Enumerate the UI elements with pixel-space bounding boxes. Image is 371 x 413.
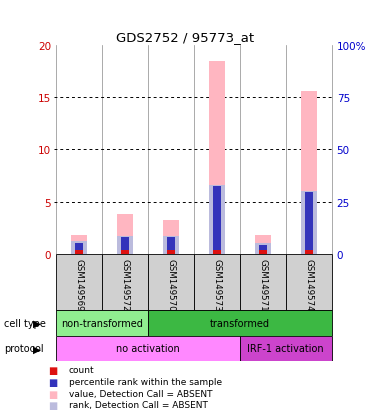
Bar bbox=[102, 254, 148, 310]
Text: GDS2752 / 95773_at: GDS2752 / 95773_at bbox=[116, 31, 255, 44]
Bar bbox=[75, 243, 83, 254]
Text: GSM149572: GSM149572 bbox=[121, 259, 129, 311]
Text: value, Detection Call = ABSENT: value, Detection Call = ABSENT bbox=[69, 389, 212, 398]
Bar bbox=[167, 251, 175, 254]
Bar bbox=[240, 254, 286, 310]
Bar bbox=[209, 185, 225, 254]
Bar bbox=[255, 243, 271, 254]
Bar bbox=[259, 251, 267, 254]
Bar bbox=[259, 245, 267, 254]
Bar bbox=[286, 254, 332, 310]
Bar bbox=[255, 236, 271, 254]
Text: non-transformed: non-transformed bbox=[61, 318, 143, 328]
Bar bbox=[305, 193, 313, 254]
Bar bbox=[213, 251, 221, 254]
Text: percentile rank within the sample: percentile rank within the sample bbox=[69, 377, 222, 386]
Text: ■: ■ bbox=[48, 366, 58, 375]
Text: no activation: no activation bbox=[116, 344, 180, 354]
Text: GSM149569: GSM149569 bbox=[75, 259, 83, 311]
Text: ■: ■ bbox=[48, 400, 58, 410]
Text: GSM149573: GSM149573 bbox=[212, 259, 221, 311]
Text: IRF-1 activation: IRF-1 activation bbox=[247, 344, 324, 354]
Bar bbox=[71, 241, 87, 254]
Text: count: count bbox=[69, 366, 94, 375]
Bar bbox=[163, 220, 179, 254]
Bar bbox=[117, 215, 133, 254]
Bar bbox=[148, 310, 332, 336]
Text: rank, Detection Call = ABSENT: rank, Detection Call = ABSENT bbox=[69, 400, 207, 409]
Text: ■: ■ bbox=[48, 377, 58, 387]
Bar bbox=[75, 251, 83, 254]
Text: protocol: protocol bbox=[4, 344, 43, 354]
Bar bbox=[121, 251, 129, 254]
Text: GSM149571: GSM149571 bbox=[258, 259, 267, 311]
Bar bbox=[301, 191, 317, 254]
Text: cell type: cell type bbox=[4, 318, 46, 328]
Bar bbox=[56, 310, 148, 336]
Bar bbox=[194, 254, 240, 310]
Bar bbox=[163, 236, 179, 254]
Bar bbox=[305, 251, 313, 254]
Bar bbox=[167, 238, 175, 254]
Text: GSM149574: GSM149574 bbox=[304, 259, 313, 311]
Bar bbox=[148, 254, 194, 310]
Text: GSM149570: GSM149570 bbox=[166, 259, 175, 311]
Bar bbox=[121, 238, 129, 254]
Bar bbox=[56, 254, 102, 310]
Bar bbox=[213, 187, 221, 254]
Text: ▶: ▶ bbox=[33, 318, 42, 328]
Bar bbox=[117, 236, 133, 254]
Bar bbox=[56, 336, 240, 361]
Bar bbox=[301, 92, 317, 254]
Bar bbox=[240, 336, 332, 361]
Bar bbox=[71, 236, 87, 254]
Text: ▶: ▶ bbox=[33, 344, 42, 354]
Text: transformed: transformed bbox=[210, 318, 270, 328]
Text: ■: ■ bbox=[48, 389, 58, 399]
Bar bbox=[209, 62, 225, 254]
